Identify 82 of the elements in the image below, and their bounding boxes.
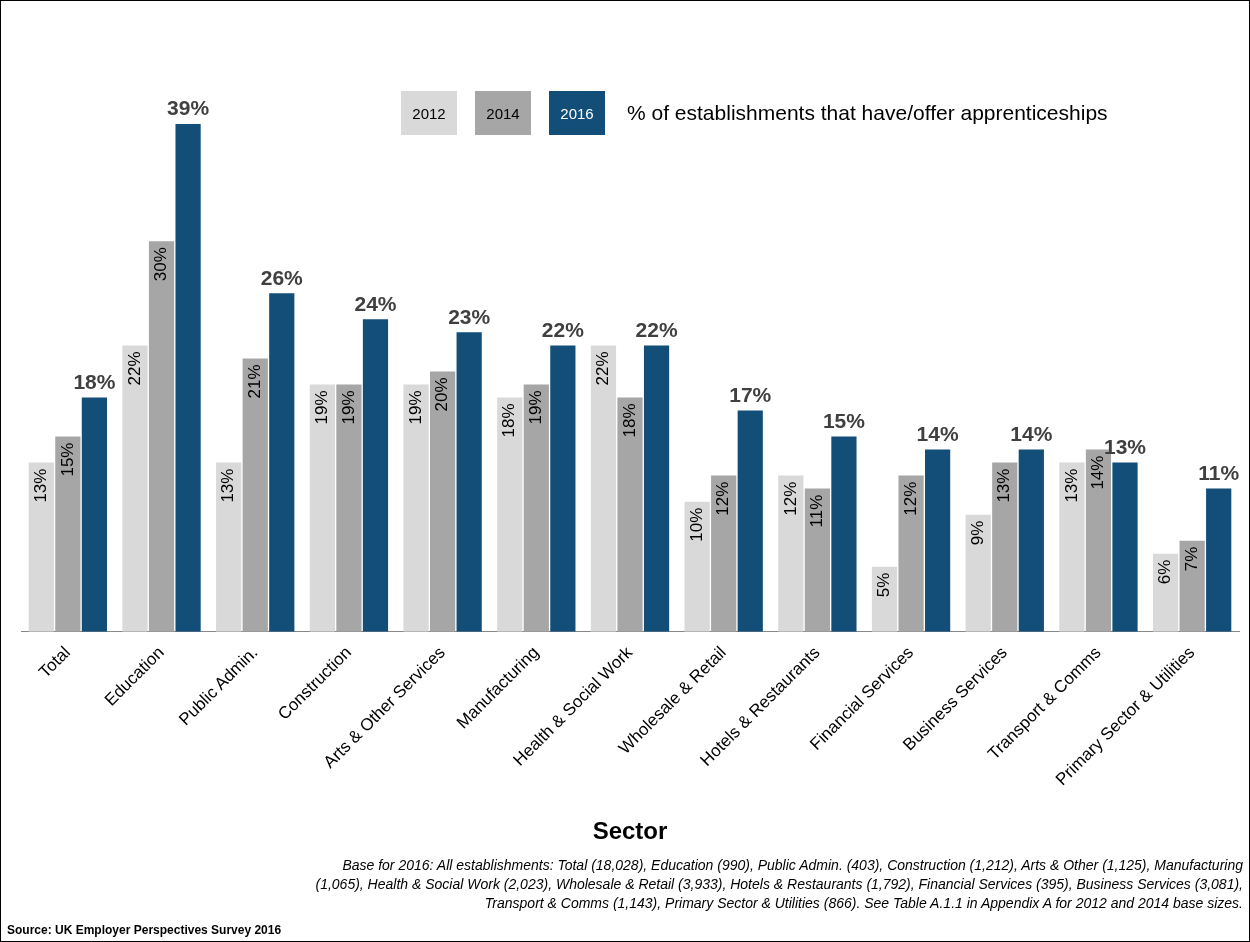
- data-label: 19%: [338, 390, 358, 425]
- data-label: 22%: [541, 317, 585, 341]
- bar: [403, 384, 429, 632]
- data-label: 14%: [1088, 455, 1108, 490]
- bar: [242, 358, 268, 632]
- bar: [804, 488, 830, 632]
- bar: [362, 319, 389, 632]
- data-label: 22%: [593, 351, 613, 386]
- bar: [590, 345, 617, 632]
- data-label: 22%: [635, 317, 678, 341]
- legend-title: % of establishments that have/offer apprenticeships: [627, 101, 1108, 125]
- bar: [216, 462, 242, 632]
- bar: [643, 345, 670, 632]
- bar: [831, 436, 857, 632]
- bar: [617, 397, 643, 632]
- data-label: 6%: [1155, 559, 1175, 585]
- bar: [992, 462, 1018, 632]
- data-label: 21%: [244, 364, 264, 399]
- bar: [497, 397, 523, 632]
- bar: [175, 124, 201, 632]
- data-label: 12%: [900, 481, 920, 516]
- data-label: 12%: [780, 481, 800, 516]
- data-label: 22%: [124, 351, 144, 386]
- text: 2016: [549, 91, 605, 135]
- bar: [550, 345, 576, 632]
- data-label: 13%: [994, 468, 1014, 503]
- data-label: 13%: [218, 468, 238, 503]
- text: Base for 2016: All establishments: Total (18,028), Education (990), Public Admin. (403), Construction (1,212), Arts & Other (1,125), Manufacturing (1,065), Health & Social Work (2,023), Wholesale & Retail (3,933), Hotels & Restaurants (1,792), Financial Services (395), Business Services (3,081), Transport & Comms (1,143), Primary Sector & Utilities (866). See Table A.1.1 in Appendix A for 2012 and 2014 base sizes.: [314, 856, 1243, 913]
- data-label: 23%: [448, 304, 491, 328]
- data-label: 13%: [1061, 468, 1081, 503]
- data-label: 18%: [619, 403, 639, 438]
- data-label: 5%: [874, 572, 894, 598]
- bar: [1018, 449, 1044, 632]
- data-label: 18%: [499, 403, 519, 438]
- data-label: 7%: [1181, 546, 1201, 572]
- bar: [456, 332, 482, 632]
- bar: [269, 293, 295, 632]
- source-note: Source: UK Employer Perspectives Survey 2016: [7, 923, 282, 937]
- data-label: 13%: [30, 468, 50, 503]
- data-label: 19%: [526, 390, 545, 425]
- data-label: 26%: [260, 265, 304, 289]
- bar: [336, 384, 362, 632]
- bar: [1206, 488, 1232, 632]
- bar: [1112, 462, 1138, 632]
- bar: [430, 371, 456, 632]
- data-label: 15%: [822, 408, 866, 432]
- bar: [898, 475, 924, 632]
- bar: [55, 436, 81, 632]
- data-label: 18%: [73, 369, 116, 393]
- bar: [925, 449, 951, 632]
- text: 2014: [475, 91, 531, 135]
- bar: [1179, 540, 1205, 632]
- data-label: 24%: [354, 291, 397, 315]
- data-label: 14%: [916, 421, 959, 445]
- bar: [81, 397, 107, 632]
- bar: [148, 241, 175, 632]
- bar: [684, 501, 710, 632]
- data-label: 30%: [151, 247, 171, 282]
- data-label: 9%: [967, 520, 987, 546]
- data-label: 19%: [405, 390, 425, 425]
- data-label: 11%: [1198, 460, 1240, 484]
- x-axis-title: Sector: [592, 817, 668, 845]
- data-label: 10%: [686, 507, 706, 542]
- data-label: 20%: [432, 377, 452, 412]
- bar: [523, 384, 549, 632]
- bar: [122, 345, 148, 632]
- data-label: 12%: [713, 481, 733, 516]
- bar: [737, 410, 763, 632]
- bar: [965, 514, 991, 632]
- data-label: 39%: [167, 96, 210, 120]
- bar: [711, 475, 737, 632]
- bar: [28, 462, 54, 632]
- data-label: 11%: [807, 494, 827, 528]
- bar: [778, 475, 804, 632]
- data-label: 19%: [312, 390, 332, 425]
- data-label: 13%: [1103, 434, 1147, 458]
- text: 2012: [401, 91, 457, 135]
- bar: [1059, 462, 1085, 632]
- data-label: 17%: [729, 382, 772, 406]
- data-label: 14%: [1010, 421, 1053, 445]
- bar: [309, 384, 335, 632]
- data-label: 15%: [57, 442, 77, 477]
